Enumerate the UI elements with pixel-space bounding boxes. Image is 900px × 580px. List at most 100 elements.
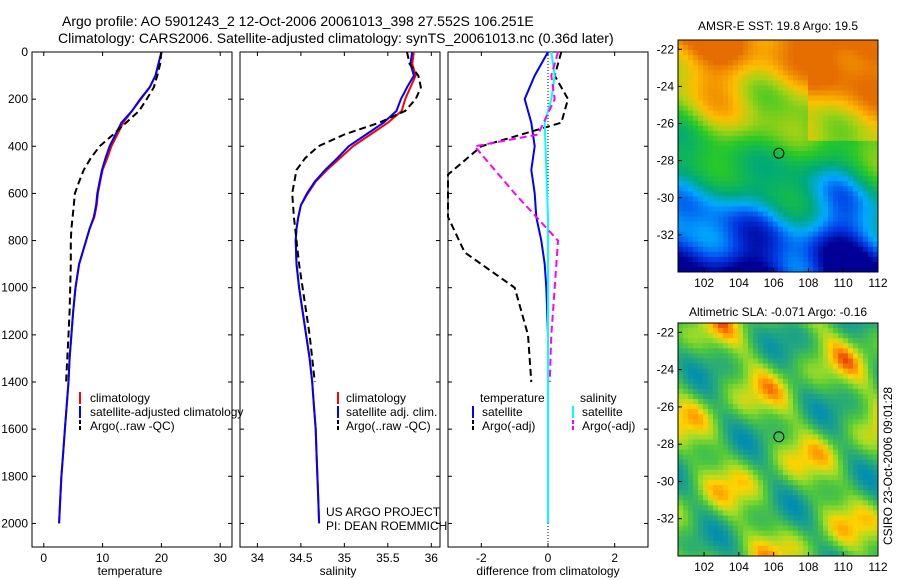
sla-cell (818, 388, 824, 395)
sst-cell (703, 226, 709, 233)
sst-cell (708, 181, 714, 187)
sst-cell (873, 241, 879, 248)
sla-cell (798, 485, 804, 491)
sst-cell (768, 256, 774, 263)
temp-series-climatology (58, 51, 163, 524)
sst-cell (798, 161, 804, 167)
sla-cell (838, 383, 844, 390)
sst-cell (788, 115, 794, 122)
sla-cell (788, 454, 794, 461)
sla-cell (703, 363, 709, 369)
sst-cell (758, 226, 764, 233)
sla-cell (733, 414, 739, 420)
sst-cell (848, 251, 854, 258)
sla-cell (828, 550, 834, 557)
sla-cell (698, 424, 704, 430)
sla-cell (848, 373, 854, 380)
sla-cell (763, 348, 769, 354)
sst-cell (838, 45, 844, 51)
sla-cell (748, 449, 754, 456)
sst-cell (783, 251, 789, 258)
sla-cell (703, 328, 709, 334)
sst-cell (778, 216, 784, 222)
sst-cell (858, 120, 864, 127)
sla-cell (763, 333, 769, 339)
sst-cell (868, 211, 874, 217)
sla-cell (863, 393, 869, 400)
sla-cell (698, 485, 704, 491)
sst-cell (678, 216, 684, 222)
sst-cell (838, 70, 844, 76)
sla-cell (858, 404, 864, 410)
sst-cell (853, 216, 859, 222)
sst-cell (743, 256, 749, 263)
sst-cell (783, 246, 789, 253)
sst-cell (858, 110, 864, 117)
sla-cell (788, 515, 794, 521)
sla-cell (823, 469, 829, 476)
sst-cell (863, 115, 869, 122)
sst-cell (748, 40, 754, 46)
sla-cell (873, 540, 879, 547)
sla-cell (853, 353, 859, 359)
sst-cell (738, 145, 744, 152)
sla-cell (763, 530, 769, 537)
sla-cell (798, 424, 804, 430)
sst-cell (843, 135, 849, 142)
sla-cell (748, 414, 754, 420)
sst-cell (768, 85, 774, 91)
sla-cell (738, 328, 744, 334)
sst-cell (848, 166, 854, 172)
sla-cell (743, 328, 749, 334)
sla-cell (753, 439, 759, 445)
sla-cell (738, 434, 744, 440)
sla-cell (868, 373, 874, 380)
sst-cell (773, 65, 779, 71)
sla-cell (823, 363, 829, 369)
sst-cell (783, 181, 789, 187)
sla-cell (703, 449, 709, 456)
sla-cell (688, 545, 694, 552)
sla-cell (823, 530, 829, 537)
sst-cell (698, 256, 704, 263)
sla-cell (698, 353, 704, 359)
sst-cell (868, 236, 874, 243)
sla-cell (733, 485, 739, 491)
sst-cell (733, 70, 739, 76)
sla-cell (758, 383, 764, 390)
sst-cell (728, 45, 734, 51)
sst-cell (688, 50, 694, 56)
sla-cell (793, 368, 799, 375)
sla-cell (693, 343, 699, 349)
sla-cell (718, 469, 724, 476)
sst-cell (718, 261, 724, 268)
sst-cell (718, 216, 724, 222)
sst-cell (868, 55, 874, 61)
sla-cell (728, 444, 734, 451)
sst-cell (858, 206, 864, 212)
sst-cell (753, 251, 759, 258)
sst-cell (823, 236, 829, 243)
sst-cell (728, 100, 734, 106)
sla-cell (708, 535, 714, 542)
sla-cell (843, 343, 849, 349)
sst-cell (758, 145, 764, 152)
sla-cell (828, 373, 834, 380)
sst-cell (823, 125, 829, 132)
sst-cell (858, 75, 864, 81)
sla-cell (728, 449, 734, 456)
sla-cell (688, 495, 694, 501)
sla-cell (743, 535, 749, 542)
sla-cell (768, 495, 774, 501)
sst-cell (753, 85, 759, 91)
sla-cell (873, 550, 879, 557)
diff-series-salinity-satellite (543, 51, 556, 524)
sla-cell (743, 490, 749, 496)
sla-cell (768, 383, 774, 390)
sst-cell (818, 65, 824, 71)
sst-cell (858, 95, 864, 101)
sla-cell (768, 404, 774, 410)
sla-cell (758, 378, 764, 385)
sst-cell (838, 181, 844, 187)
sst-cell (853, 221, 859, 228)
